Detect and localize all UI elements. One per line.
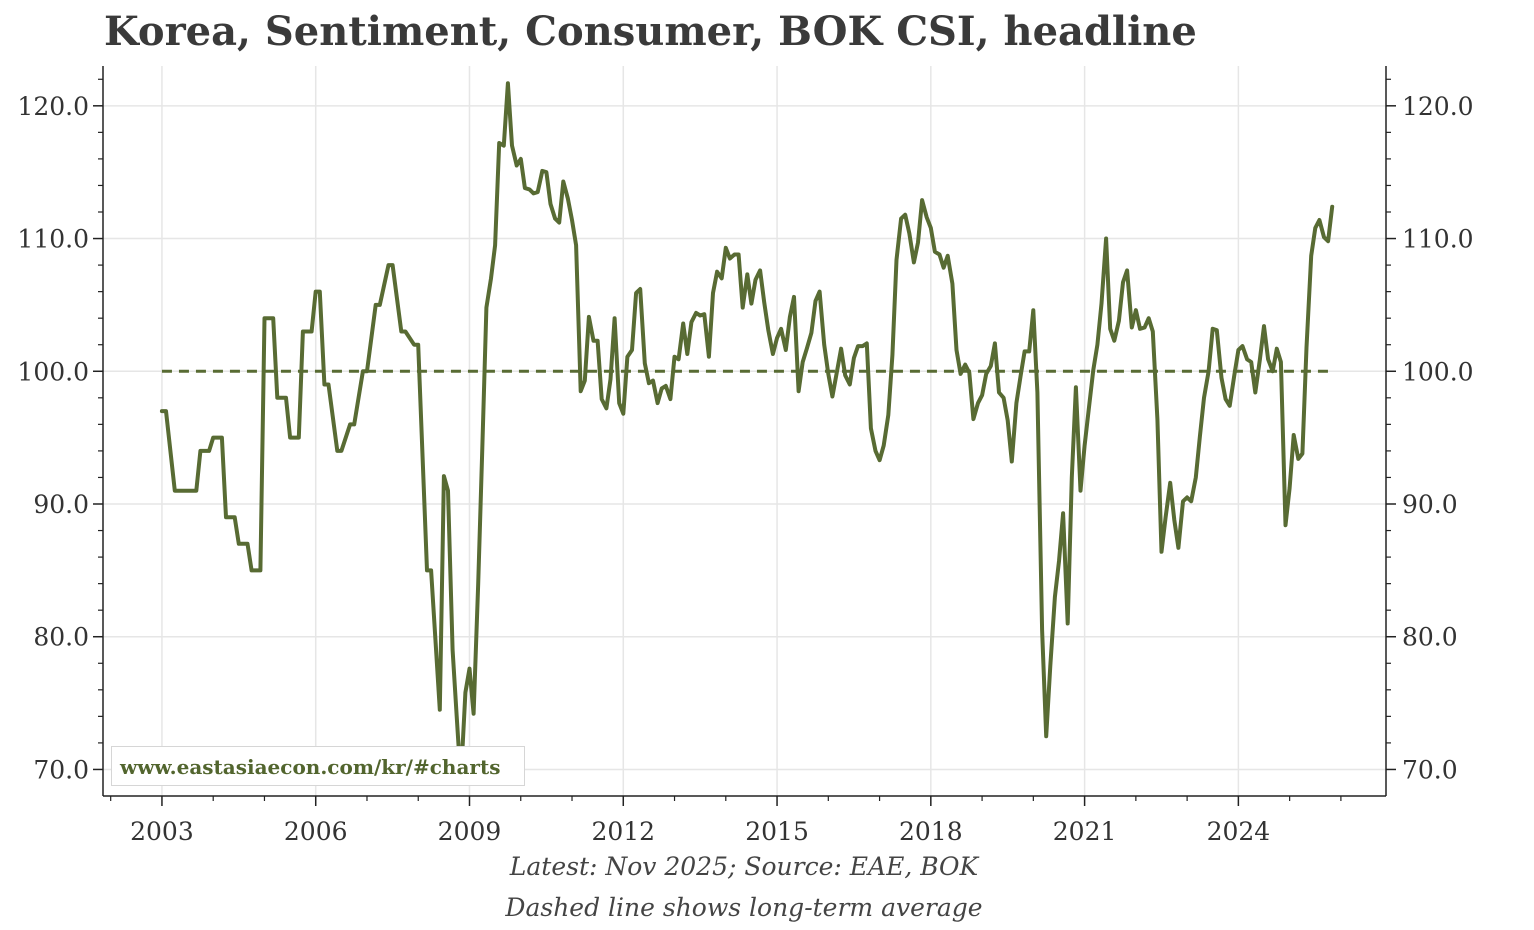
x-tick-label: 2006 (284, 817, 348, 846)
axes (102, 66, 1387, 797)
y-tick-label-right: 100.0 (1402, 357, 1474, 386)
y-tick-label-left: 90.0 (33, 490, 89, 519)
y-tick-label-right: 80.0 (1402, 623, 1458, 652)
x-tick-label: 2015 (745, 817, 809, 846)
watermark-label: www.eastasiaecon.com/kr/#charts (111, 746, 525, 786)
chart-title: Korea, Sentiment, Consumer, BOK CSI, hea… (104, 8, 1197, 55)
y-tick-label-right: 90.0 (1402, 490, 1458, 519)
y-tick-label-right: 70.0 (1402, 755, 1458, 784)
x-tick-label: 2003 (130, 817, 194, 846)
y-tick-label-left: 80.0 (33, 623, 89, 652)
y-tick-label-left: 120.0 (17, 92, 89, 121)
y-tick-label-right: 110.0 (1402, 225, 1474, 254)
x-tick-label: 2018 (899, 817, 963, 846)
y-tick-label-left: 100.0 (17, 357, 89, 386)
y-tick-label-left: 110.0 (17, 225, 89, 254)
x-tick-label: 2009 (438, 817, 502, 846)
y-tick-label-right: 120.0 (1402, 92, 1474, 121)
x-tick-label: 2012 (591, 817, 655, 846)
source-note: Latest: Nov 2025; Source: EAE, BOK (509, 852, 979, 881)
gridlines (103, 66, 1386, 796)
tick-labels: 70.0 70.0 80.0 80.0 90.0 90.0 100.0 100.0 110.0 1… (17, 92, 1473, 846)
average-note: Dashed line shows long-term average (505, 893, 983, 922)
series-line (159, 81, 1335, 784)
series-layer (159, 81, 1335, 784)
y-tick-label-left: 70.0 (33, 755, 89, 784)
x-tick-label: 2024 (1207, 817, 1271, 846)
ticks (93, 78, 1396, 806)
x-tick-label: 2021 (1053, 817, 1117, 846)
